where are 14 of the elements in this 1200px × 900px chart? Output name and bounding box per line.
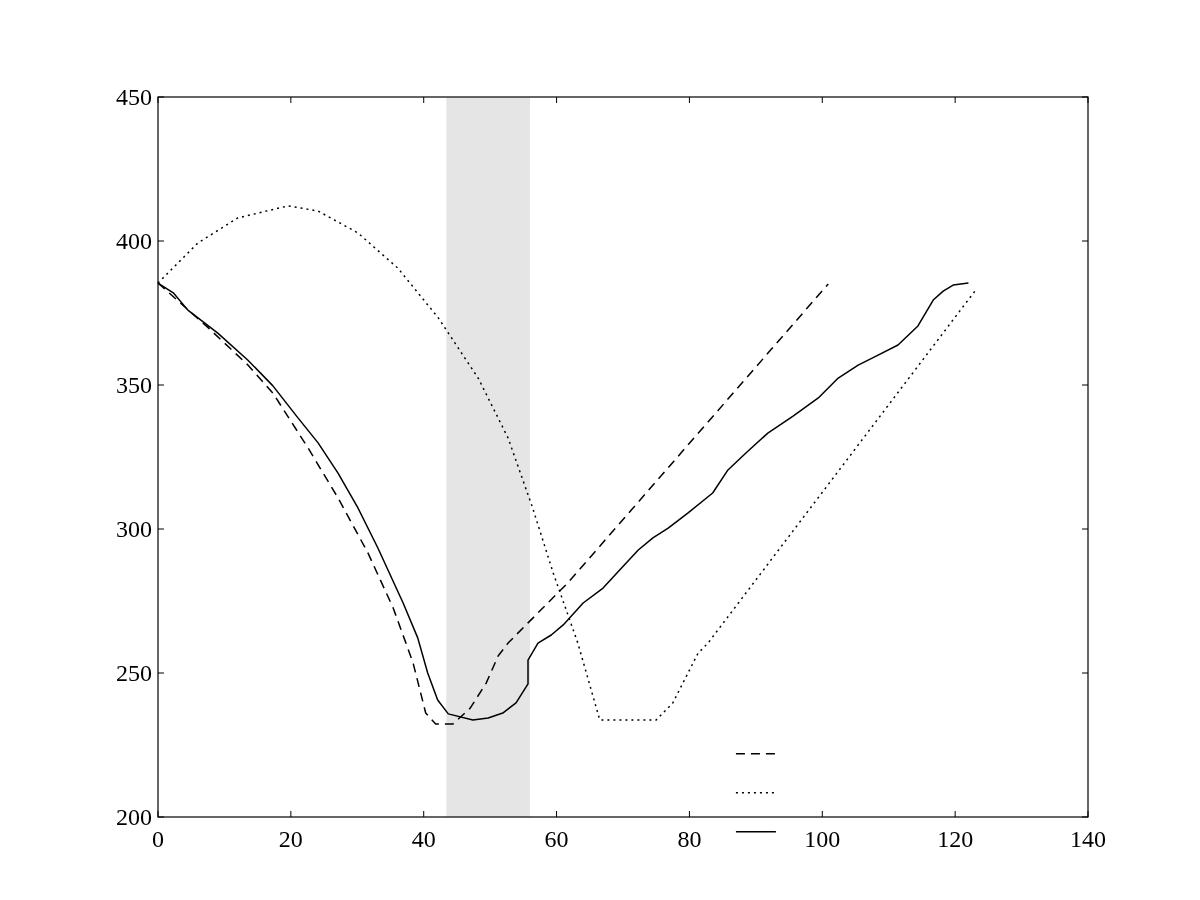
x-tick-label: 60 — [544, 826, 569, 852]
x-tick-label: 40 — [411, 826, 436, 852]
x-tick-label: 80 — [677, 826, 702, 852]
x-tick-label: 120 — [937, 826, 974, 852]
x-tick-label: 140 — [1070, 826, 1106, 852]
y-tick-label: 400 — [116, 228, 152, 254]
x-tick-label: 100 — [804, 826, 841, 852]
x-tick-label: 0 — [152, 826, 164, 852]
x-tick-label: 20 — [278, 826, 303, 852]
y-tick-label: 250 — [116, 660, 152, 686]
y-tick-label: 300 — [116, 516, 152, 542]
y-tick-label: 350 — [116, 372, 152, 398]
y-tick-label: 200 — [116, 804, 152, 830]
y-tick-label: 450 — [116, 84, 152, 110]
